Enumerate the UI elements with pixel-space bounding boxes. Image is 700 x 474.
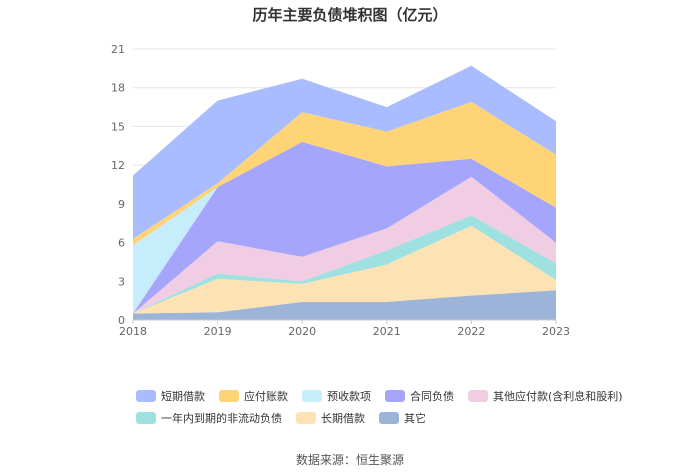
legend-row: 短期借款 应付账款 预收款项 合同负债 其他应付款(含利息和股利) (136, 388, 623, 404)
y-tick-label: 15 (111, 120, 125, 133)
legend-item[interactable]: 长期借款 (296, 410, 365, 426)
area-series (133, 290, 556, 320)
x-tick-label: 2020 (288, 325, 316, 338)
legend-label: 其他应付款(含利息和股利) (493, 390, 623, 403)
legend-label: 其它 (404, 412, 426, 425)
chart-title: 历年主要负债堆积图（亿元） (252, 6, 448, 24)
legend-swatch (296, 412, 316, 424)
legend-item[interactable]: 其他应付款(含利息和股利) (468, 388, 623, 404)
y-tick-label: 12 (111, 159, 125, 172)
data-source: 数据来源：恒生聚源 (295, 453, 404, 467)
y-tick-label: 18 (111, 82, 125, 95)
area-series (133, 225, 556, 314)
legend-item[interactable]: 其它 (379, 410, 426, 426)
legend-swatch (219, 390, 239, 402)
legend-label: 一年内到期的非流动负债 (161, 412, 282, 425)
x-tick-label: 2018 (119, 325, 147, 338)
area-series (133, 101, 556, 246)
area-series (133, 65, 556, 239)
legend-item[interactable]: 预收款项 (302, 388, 371, 404)
legend-swatch (379, 412, 399, 424)
legend-row: 一年内到期的非流动负债 长期借款 其它 (136, 410, 616, 426)
legend-item[interactable]: 应付账款 (219, 388, 288, 404)
legend-label: 应付账款 (244, 390, 288, 403)
x-tick-label: 2023 (542, 325, 570, 338)
x-tick-label: 2019 (204, 325, 232, 338)
legend-item[interactable]: 合同负债 (385, 388, 454, 404)
legend-swatch (136, 390, 156, 402)
legend-label: 合同负债 (410, 390, 454, 403)
y-tick-label: 21 (111, 43, 125, 56)
legend-swatch (468, 390, 488, 402)
x-tick-label: 2022 (457, 325, 485, 338)
x-tick-label: 2021 (373, 325, 401, 338)
y-tick-label: 6 (118, 237, 125, 250)
legend-swatch (302, 390, 322, 402)
legend-label: 长期借款 (321, 412, 365, 425)
legend-swatch (385, 390, 405, 402)
area-series (133, 176, 556, 314)
y-tick-label: 0 (118, 314, 125, 327)
legend-label: 预收款项 (327, 390, 371, 403)
area-series (133, 141, 556, 314)
legend-label: 短期借款 (161, 390, 205, 403)
y-tick-label: 9 (118, 198, 125, 211)
legend-swatch (136, 412, 156, 424)
legend-item[interactable]: 一年内到期的非流动负债 (136, 410, 282, 426)
y-tick-label: 3 (118, 275, 125, 288)
legend-item[interactable]: 短期借款 (136, 388, 205, 404)
chart-legend: 短期借款 应付账款 预收款项 合同负债 其他应付款(含利息和股利) 一年内到期的非流动负债… (136, 388, 623, 432)
